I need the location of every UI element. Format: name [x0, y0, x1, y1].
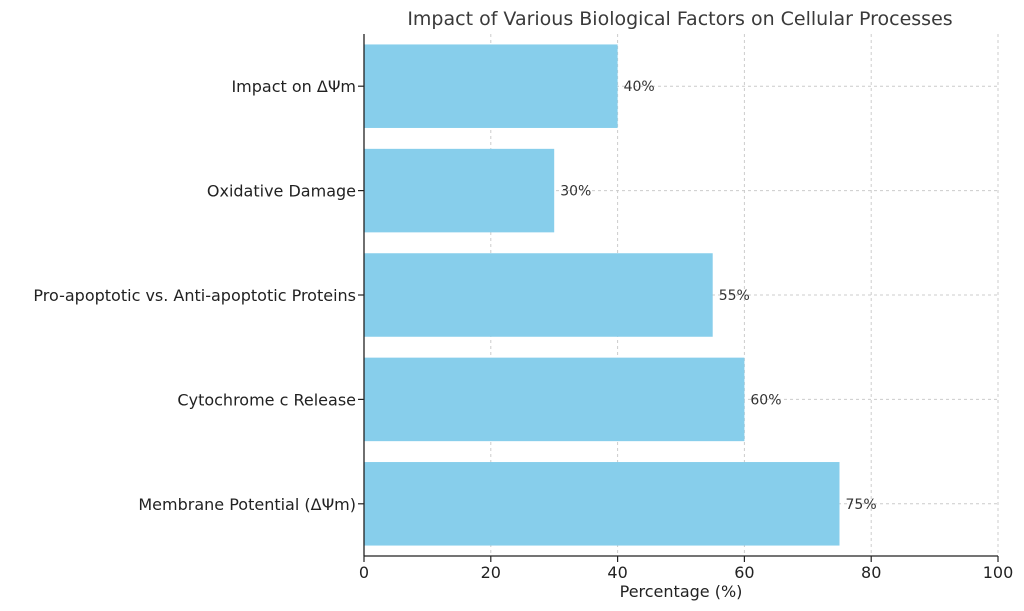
bar-value-label: 30% — [560, 184, 591, 200]
value-labels: 75% 60% 55% 30% 40% — [560, 79, 876, 513]
x-tick-label: 80 — [861, 563, 881, 582]
category-label: Oxidative Damage — [207, 182, 356, 201]
bar-value-label: 75% — [846, 497, 877, 513]
x-tick-label: 20 — [481, 563, 501, 582]
category-labels: Membrane Potential (ΔΨm) Cytochrome c Rel… — [33, 77, 364, 514]
bars — [364, 44, 840, 546]
category-label: Membrane Potential (ΔΨm) — [138, 495, 356, 514]
bar — [364, 44, 618, 128]
bar-value-label: 55% — [719, 288, 750, 304]
bar — [364, 462, 840, 546]
bar — [364, 253, 713, 337]
x-tick-label: 0 — [359, 563, 369, 582]
bar — [364, 148, 555, 233]
category-label: Cytochrome c Release — [177, 390, 356, 409]
category-label: Pro-apoptotic vs. Anti-apoptotic Protein… — [33, 286, 356, 305]
bar-value-label: 60% — [750, 392, 781, 408]
x-axis-label: Percentage (%) — [620, 582, 743, 601]
chart-title: Impact of Various Biological Factors on … — [407, 8, 952, 30]
bar-value-label: 40% — [624, 79, 655, 95]
bar — [364, 357, 745, 442]
x-tick-label: 60 — [734, 563, 754, 582]
x-tick-label: 40 — [607, 563, 627, 582]
category-label: Impact on ΔΨm — [231, 77, 356, 96]
x-tick-label: 100 — [983, 563, 1014, 582]
x-tick-labels: 0 20 40 60 80 100 — [359, 556, 1013, 582]
